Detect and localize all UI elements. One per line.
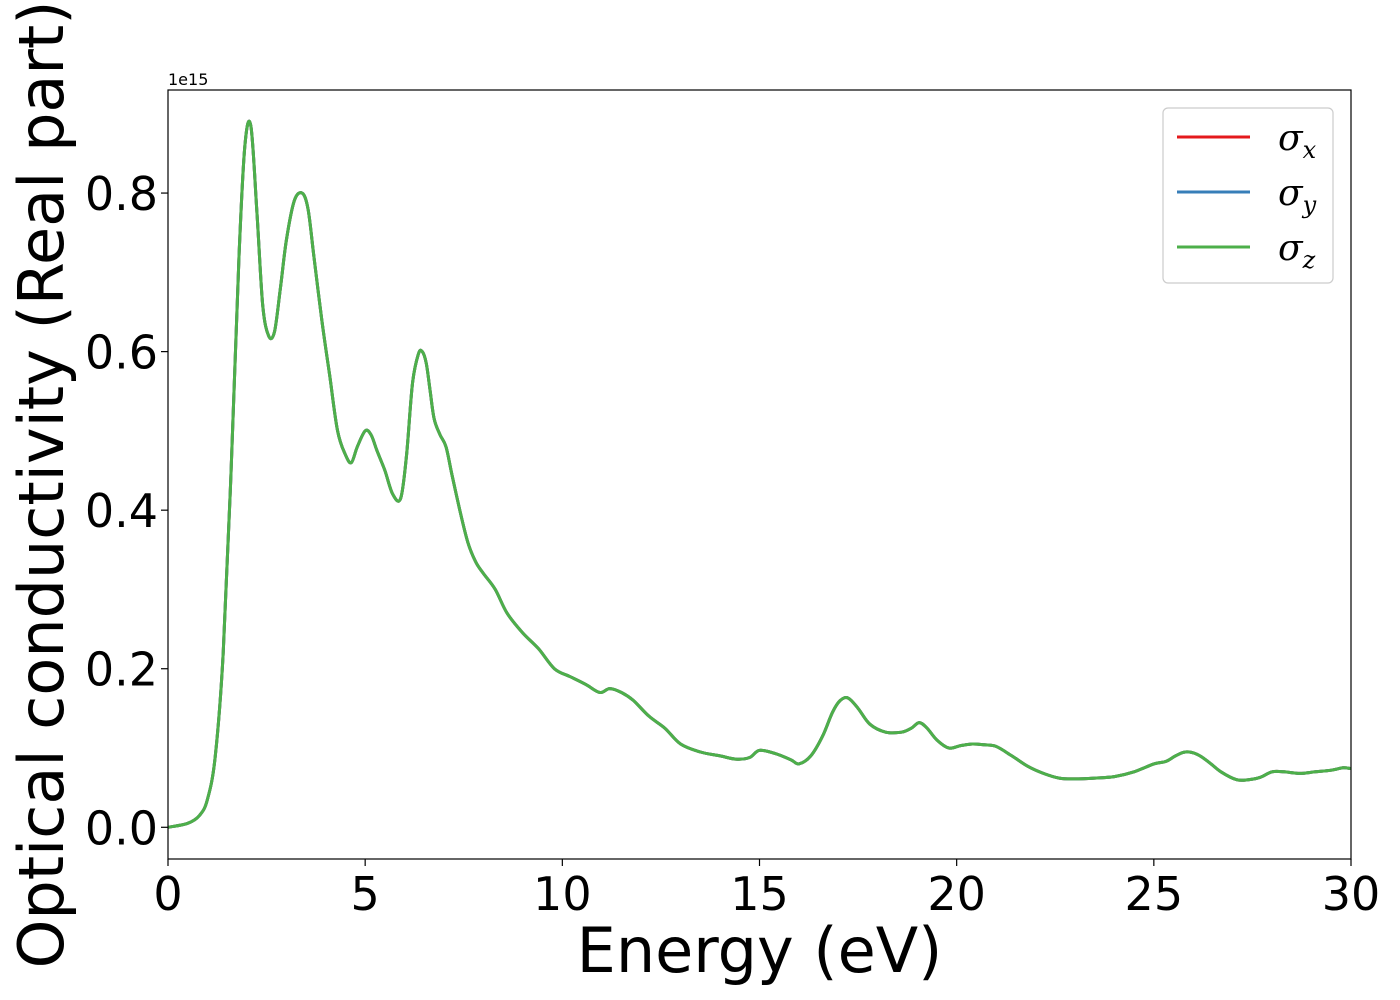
y-tick-label: 0.4 — [85, 484, 158, 538]
y-tick-label: 0.8 — [85, 167, 158, 221]
legend-symbol: σ — [1278, 118, 1304, 159]
x-tick-label: 0 — [153, 867, 182, 921]
series-layer — [168, 119, 1351, 829]
y-axis-label: Optical conductivity (Real part) — [5, 1, 78, 969]
y-tick-label: 0.6 — [85, 326, 158, 380]
series-line-z — [168, 119, 1351, 829]
legend-label-z: σz — [1278, 228, 1316, 274]
x-tick-label: 20 — [927, 867, 986, 921]
x-tick-label: 30 — [1322, 867, 1381, 921]
legend-subscript: z — [1302, 246, 1316, 274]
y-axis: 0.0 0.2 0.4 0.6 0.8 — [85, 167, 168, 855]
legend-symbol: σ — [1278, 228, 1304, 269]
x-tick-label: 5 — [351, 867, 380, 921]
y-tick-label: 0.2 — [85, 643, 158, 697]
x-tick-label: 10 — [533, 867, 592, 921]
legend-label-y: σy — [1278, 173, 1317, 219]
legend-frame — [1162, 107, 1334, 284]
legend-label-x: σx — [1278, 118, 1317, 164]
x-axis: 0 5 10 15 20 25 30 — [153, 859, 1380, 921]
legend-symbol: σ — [1278, 173, 1304, 214]
x-axis-label: Energy (eV) — [577, 914, 943, 987]
legend-subscript: x — [1303, 136, 1317, 164]
x-tick-label: 15 — [730, 867, 789, 921]
x-tick-label: 25 — [1125, 867, 1184, 921]
y-offset-text: 1e15 — [168, 70, 208, 89]
y-tick-label: 0.0 — [85, 801, 158, 855]
legend-subscript: y — [1302, 191, 1317, 219]
